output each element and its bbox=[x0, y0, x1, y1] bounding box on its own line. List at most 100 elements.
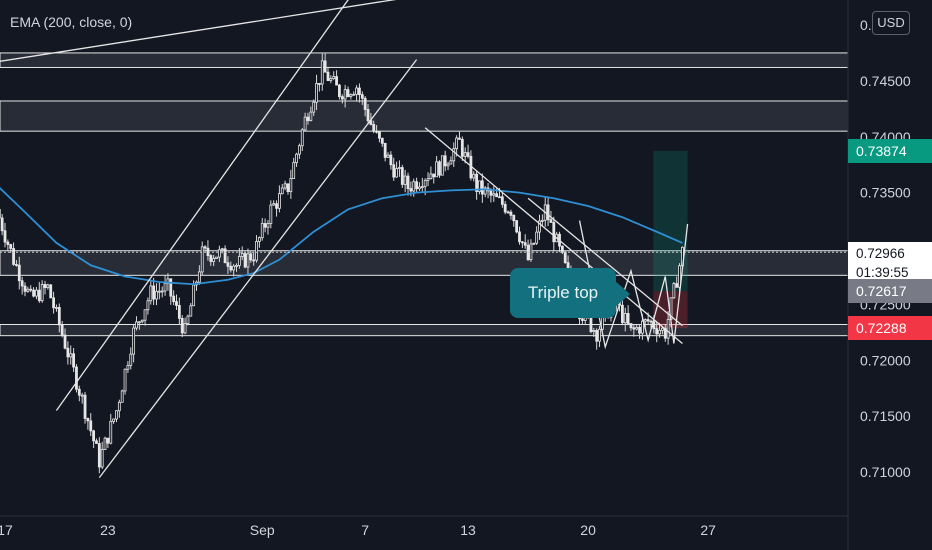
candle bbox=[520, 241, 524, 249]
currency-button[interactable]: USD bbox=[872, 11, 910, 35]
trend-line-3[interactable] bbox=[98, 59, 418, 478]
candle bbox=[15, 260, 18, 267]
y-tick-label: 0.72000 bbox=[860, 352, 911, 368]
candle bbox=[483, 186, 487, 198]
candle bbox=[29, 285, 33, 293]
entry-price-tag: 0.72617 bbox=[848, 279, 932, 304]
candle bbox=[37, 281, 41, 303]
candle bbox=[432, 173, 436, 184]
candle bbox=[300, 127, 304, 151]
candle bbox=[126, 361, 130, 373]
candle bbox=[292, 157, 296, 180]
x-tick-label: 13 bbox=[460, 522, 476, 538]
candle bbox=[97, 437, 101, 474]
x-tick-label: 27 bbox=[700, 522, 716, 538]
candle bbox=[460, 136, 464, 161]
candle bbox=[229, 261, 233, 273]
candle bbox=[518, 226, 521, 245]
candle bbox=[177, 297, 181, 325]
candle bbox=[49, 284, 53, 299]
candle bbox=[666, 311, 670, 345]
candle bbox=[326, 66, 330, 82]
candle bbox=[277, 185, 281, 213]
x-tick-label: 20 bbox=[580, 522, 596, 538]
candle bbox=[380, 137, 384, 147]
candle bbox=[635, 324, 639, 331]
candle bbox=[143, 309, 147, 326]
candle bbox=[309, 106, 313, 122]
x-tick-label: 23 bbox=[100, 522, 116, 538]
candle bbox=[623, 307, 627, 332]
candle bbox=[429, 166, 433, 180]
candle bbox=[629, 323, 633, 331]
candle bbox=[389, 151, 393, 170]
candle bbox=[172, 290, 176, 306]
candle bbox=[197, 265, 201, 285]
candle bbox=[386, 152, 390, 158]
support-resistance-zone-2[interactable] bbox=[0, 100, 849, 132]
candle bbox=[240, 246, 244, 261]
candle bbox=[35, 287, 38, 300]
candle bbox=[343, 84, 347, 108]
candle bbox=[626, 305, 630, 326]
candle bbox=[157, 282, 161, 300]
candle bbox=[135, 316, 138, 331]
candle bbox=[92, 429, 96, 448]
x-tick-label: Sep bbox=[250, 522, 275, 538]
candle bbox=[209, 254, 213, 266]
candle bbox=[378, 130, 381, 143]
support-resistance-zone-1[interactable] bbox=[0, 52, 849, 68]
stop-loss-price-tag: 0.72288 bbox=[848, 316, 932, 341]
candle bbox=[140, 319, 144, 324]
candle bbox=[263, 218, 267, 233]
candle bbox=[458, 131, 461, 140]
candle bbox=[40, 280, 44, 303]
candle bbox=[443, 150, 447, 172]
candle bbox=[6, 239, 10, 252]
candle bbox=[472, 171, 476, 182]
support-resistance-zone-3[interactable] bbox=[0, 250, 849, 276]
trend-line-1[interactable] bbox=[0, 0, 554, 62]
candle bbox=[675, 276, 679, 288]
triple-top-annotation[interactable]: Triple top bbox=[510, 268, 630, 318]
trend-line-2[interactable] bbox=[55, 0, 365, 411]
triple-top-pattern-line[interactable] bbox=[578, 220, 689, 350]
candle bbox=[658, 322, 661, 338]
candle bbox=[352, 91, 356, 96]
candle bbox=[512, 214, 516, 227]
candle bbox=[12, 242, 15, 266]
candle bbox=[26, 286, 30, 293]
candle bbox=[195, 280, 198, 291]
candle bbox=[535, 226, 539, 245]
candle bbox=[212, 254, 216, 267]
position-profit-zone[interactable] bbox=[653, 150, 688, 292]
candle bbox=[558, 231, 561, 253]
candle bbox=[506, 210, 510, 214]
candle bbox=[523, 234, 527, 249]
candle bbox=[400, 164, 404, 188]
candle bbox=[529, 239, 533, 262]
ema-200-line[interactable] bbox=[0, 185, 683, 286]
support-resistance-zone-4[interactable] bbox=[0, 323, 849, 337]
trend-line-5[interactable] bbox=[527, 197, 683, 327]
candle bbox=[355, 85, 358, 102]
candle bbox=[20, 276, 24, 295]
candle bbox=[552, 216, 556, 251]
candle bbox=[335, 70, 338, 86]
candle bbox=[80, 392, 84, 404]
candle bbox=[303, 112, 307, 131]
candle bbox=[189, 302, 193, 317]
y-tick-label: 0.71000 bbox=[860, 464, 911, 480]
candle bbox=[269, 200, 273, 229]
candle bbox=[103, 436, 107, 450]
ema-indicator-label[interactable]: EMA (200, close, 0) bbox=[10, 14, 133, 30]
candle bbox=[32, 287, 35, 298]
y-tick-label: 0.71500 bbox=[860, 408, 911, 424]
candle bbox=[117, 399, 121, 418]
candle bbox=[455, 135, 459, 157]
candle bbox=[0, 213, 4, 236]
candle bbox=[52, 291, 55, 314]
candle bbox=[449, 156, 453, 165]
candle bbox=[392, 157, 396, 181]
